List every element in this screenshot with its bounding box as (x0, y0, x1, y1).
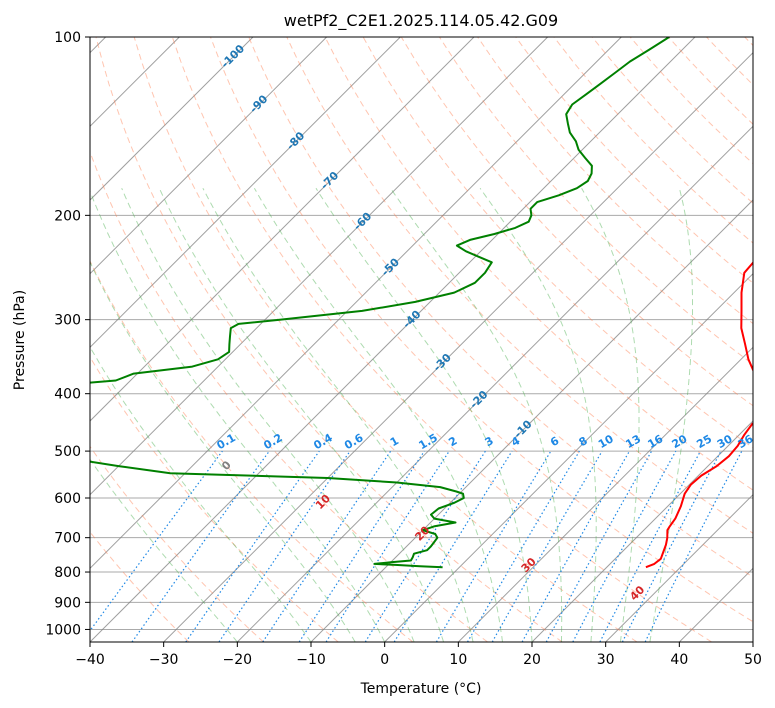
dry-adiabat-line (90, 259, 414, 642)
mixing-ratio-line (218, 450, 351, 642)
y-tick-label: 1000 (45, 622, 81, 638)
mixing-ratio-line (262, 450, 392, 642)
isotherm-line (90, 37, 254, 201)
dewpoint-profile-line (90, 37, 670, 569)
moist-adiabat-line (90, 260, 356, 642)
axes: −40 −30 −20 −10 0 10 20 30 40 50 100 200 300 400 500 60… (45, 30, 762, 668)
moist-adiabat-line (90, 458, 238, 642)
isotherm-line (90, 37, 475, 422)
temperature-profile-line (645, 261, 753, 569)
isotherm-line (384, 272, 753, 642)
mixing-ratio-line (298, 450, 425, 642)
y-axis-title: Pressure (hPa) (12, 290, 28, 390)
moist-adiabat-line (202, 187, 474, 642)
moist-adiabat-line (479, 187, 597, 642)
isotherm-line (457, 346, 753, 642)
x-tick-label: 50 (744, 652, 762, 668)
dry-adiabat-line (286, 37, 753, 534)
x-tick-label: −30 (149, 652, 179, 668)
moist-adiabat-line (315, 187, 533, 642)
mixing-ratio-line (393, 450, 513, 642)
moist-adiabat-line (581, 187, 640, 642)
mixing-ratio-line (545, 450, 653, 642)
isotherm-line (90, 37, 401, 349)
dry-adiabat-line (324, 37, 753, 491)
y-tick-label: 300 (54, 313, 81, 329)
isotherm-line (236, 125, 753, 642)
dry-adiabat-line (90, 445, 264, 642)
isotherm-line (310, 199, 753, 642)
isotherm-line (605, 493, 753, 642)
x-tick-label: −20 (223, 652, 253, 668)
x-tick-label: 20 (523, 652, 541, 668)
y-tick-label: 800 (54, 565, 81, 581)
dry-adiabat-line (210, 37, 753, 623)
isotherm-line (90, 37, 696, 642)
profile-layer (90, 37, 753, 569)
adiabats-layer (90, 37, 753, 642)
dry-adiabat-line (248, 37, 753, 578)
y-tick-label: 500 (54, 444, 81, 460)
chart-title: wetPf2_C2E1.2025.114.05.42.G09 (284, 11, 558, 31)
mixing-ratio-line (185, 450, 320, 642)
y-tick-label: 100 (54, 30, 81, 46)
y-tick-label: 200 (54, 208, 81, 224)
moist-adiabat-line (90, 189, 386, 642)
dry-adiabat-line (90, 356, 339, 642)
y-tick-label: 700 (54, 531, 81, 547)
x-tick-label: 0 (380, 652, 389, 668)
moist-adiabat-line (121, 188, 415, 642)
isotherm-line (163, 51, 753, 642)
moist-adiabat-line (649, 188, 693, 642)
isotherm-line (90, 37, 622, 570)
gridlines (90, 37, 753, 642)
y-tick-label: 400 (54, 387, 81, 403)
x-axis-title: Temperature (°C) (360, 681, 482, 697)
isotherm-line (90, 37, 328, 275)
dry-adiabat-line (171, 37, 712, 642)
x-tick-label: −40 (75, 652, 105, 668)
dry-adiabat-line (515, 37, 753, 284)
x-tick-label: 10 (449, 652, 467, 668)
mixing-ratio-line (90, 450, 223, 632)
mixing-ratio-line (131, 450, 270, 642)
isotherm-line (531, 420, 753, 642)
y-tick-label: 600 (54, 491, 81, 507)
mixing-ratio-line (644, 450, 743, 642)
dry-adiabat-line (95, 37, 563, 642)
moist-adiabat-line (390, 187, 563, 642)
y-tick-label: 900 (54, 595, 81, 611)
mixing-ratio-line (521, 450, 631, 642)
isotherm-line (90, 37, 549, 496)
moist-adiabat-line (253, 187, 503, 642)
mixing-ratio-line (572, 450, 677, 642)
moist-adiabat-line (158, 187, 445, 642)
x-tick-label: −10 (296, 652, 326, 668)
x-tick-label: 40 (670, 652, 688, 668)
x-tick-label: 30 (597, 652, 615, 668)
plot-frame (89, 36, 754, 643)
